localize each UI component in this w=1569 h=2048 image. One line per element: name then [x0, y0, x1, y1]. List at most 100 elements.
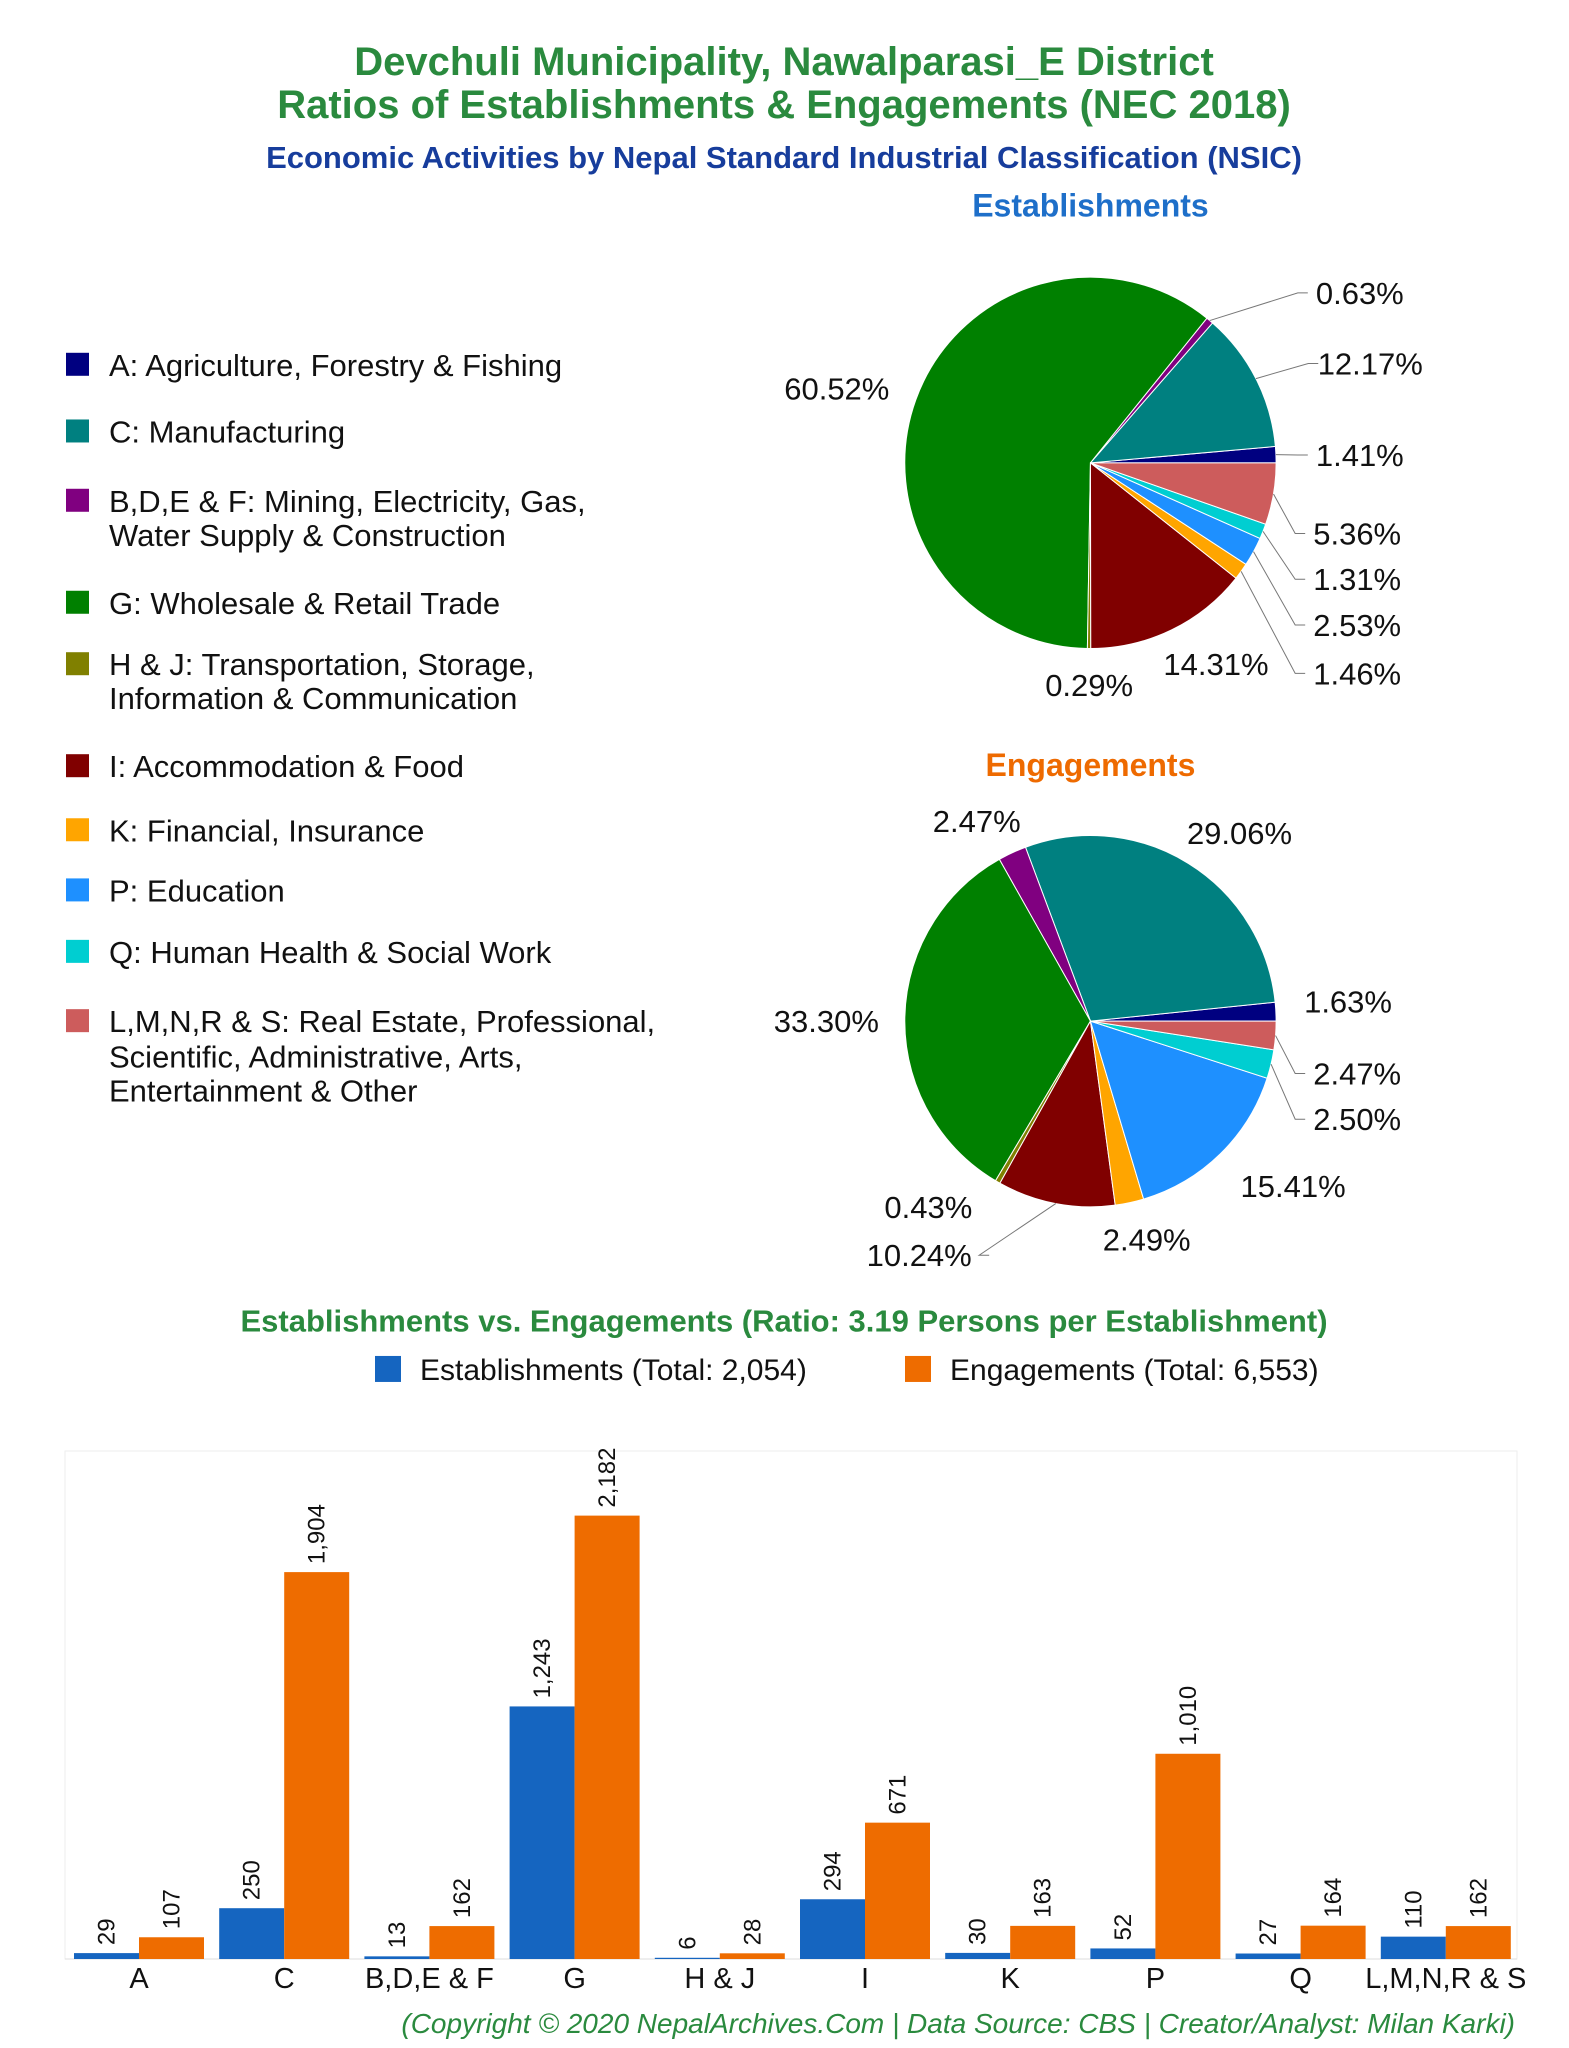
bar	[364, 1956, 430, 1959]
bar-value-label: 2,182	[594, 1448, 621, 1508]
bar	[284, 1572, 350, 1959]
legend-swatch	[66, 419, 89, 443]
pie-label: 2.47%	[1313, 1056, 1401, 1091]
legend-swatch	[66, 818, 89, 842]
pie-slice	[999, 1019, 1116, 1208]
pie-slice	[1089, 461, 1237, 650]
bar	[1090, 1948, 1156, 1959]
bar-value-label: 52	[1110, 1914, 1137, 1941]
pie-label: 10.24%	[867, 1238, 972, 1273]
pie-slice	[904, 276, 1208, 650]
bar	[139, 1937, 204, 1959]
pie-title: Engagements	[986, 747, 1196, 783]
bar-chart-title: Establishments vs. Engagements (Ratio: 3…	[240, 1304, 1327, 1339]
legend-item: C: Manufacturing	[66, 414, 345, 449]
bar	[800, 1899, 865, 1959]
x-tick-label: B,D,E & F	[365, 1963, 494, 1995]
pie-slice	[1089, 322, 1276, 464]
bar	[945, 1952, 1011, 1959]
pie-label: 60.52%	[784, 371, 889, 406]
bar-value-label: 6	[674, 1936, 701, 1949]
bar	[1445, 1926, 1511, 1959]
x-tick-label: K	[1001, 1963, 1021, 1995]
pie-label: 2.53%	[1313, 608, 1401, 643]
pie-label: 5.36%	[1313, 516, 1401, 551]
bar	[1300, 1925, 1366, 1959]
x-tick-label: H & J	[684, 1963, 755, 1995]
bar-value-label: 30	[965, 1918, 992, 1945]
bar	[574, 1515, 640, 1959]
leader-line	[1270, 1063, 1306, 1120]
legend-swatch	[66, 1009, 89, 1033]
pie-label: 0.63%	[1316, 276, 1404, 311]
bar-legend-label: Engagements (Total: 6,553)	[950, 1354, 1319, 1387]
legend-label: I: Accommodation & Food	[109, 749, 464, 784]
bar-value-label: 1,243	[529, 1638, 556, 1698]
bar-chart: Establishments vs. Engagements (Ratio: 3…	[64, 1304, 1526, 1995]
legend-label: B,D,E & F: Mining, Electricity, Gas,	[109, 484, 586, 519]
bar-legend-item: Establishments (Total: 2,054)	[375, 1354, 807, 1387]
legend-label: G: Wholesale & Retail Trade	[109, 586, 500, 621]
pie-label: 1.46%	[1313, 656, 1401, 691]
establishments-pie: Establishments 1.41% 12.17% 0.63% 60.52% 0.29…	[784, 187, 1423, 703]
legend-label: Scientific, Administrative, Arts,	[109, 1039, 522, 1074]
pie-slice	[1024, 834, 1276, 1022]
pie-label: 33.30%	[774, 1004, 879, 1039]
x-tick-label: L,M,N,R & S	[1365, 1963, 1526, 1995]
legend-item: B,D,E & F: Mining, Electricity, Gas,Wate…	[66, 484, 586, 553]
bar	[219, 1908, 285, 1959]
bar	[429, 1926, 495, 1959]
legend-label: Information & Communication	[109, 681, 517, 716]
bar	[509, 1706, 575, 1959]
bar-value-label: 13	[384, 1922, 411, 1949]
legend-item: L,M,N,R & S: Real Estate, Professional,S…	[66, 1004, 655, 1108]
legend-item: I: Accommodation & Food	[66, 749, 464, 784]
x-tick-label: A	[129, 1963, 149, 1995]
leader-line	[977, 1203, 1057, 1256]
legend-item: Q: Human Health & Social Work	[66, 935, 552, 970]
bar	[1380, 1936, 1446, 1959]
legend-item: K: Financial, Insurance	[66, 813, 424, 848]
x-tick-label: G	[563, 1963, 586, 1995]
pie-label: 12.17%	[1318, 346, 1423, 381]
pie-label: 29.06%	[1187, 816, 1292, 851]
legend-label: K: Financial, Insurance	[109, 813, 424, 848]
legend-label: Entertainment & Other	[109, 1073, 417, 1108]
bar-value-label: 1,904	[304, 1504, 331, 1564]
pie-slice	[904, 858, 1092, 1182]
copyright: (Copyright © 2020 NepalArchives.Com | Da…	[401, 2008, 1515, 2039]
leader-line	[1240, 571, 1306, 674]
subtitle: Economic Activities by Nepal Standard In…	[266, 140, 1302, 175]
title-line-1: Devchuli Municipality, Nawalparasi_E Dis…	[354, 40, 1214, 84]
bar-value-label: 163	[1030, 1878, 1057, 1918]
bar-value-label: 29	[94, 1918, 121, 1945]
bar	[74, 1953, 139, 1959]
x-tick-label: I	[861, 1963, 869, 1995]
leader-line	[1255, 362, 1319, 380]
pie-label: 1.31%	[1313, 562, 1401, 597]
bar	[1010, 1925, 1076, 1959]
pie-charts: Establishments 1.41% 12.17% 0.63% 60.52% 0.29…	[774, 187, 1423, 1273]
legend-item: A: Agriculture, Forestry & Fishing	[66, 348, 562, 383]
bar	[1155, 1753, 1221, 1959]
bar	[719, 1953, 785, 1959]
bar-value-label: 162	[449, 1878, 476, 1918]
legend-swatch	[66, 754, 89, 778]
pie-slice	[1089, 1020, 1268, 1200]
leader-line	[1262, 531, 1306, 580]
bar	[1235, 1953, 1301, 1959]
pie-label: 0.43%	[884, 1190, 972, 1225]
bar-legend-swatch	[905, 1355, 931, 1382]
legend-swatch	[66, 652, 89, 676]
pie-label: 2.49%	[1103, 1223, 1191, 1258]
legend-swatch	[66, 352, 89, 376]
legend: A: Agriculture, Forestry & Fishing C: Man…	[66, 348, 655, 1108]
bar-legend-item: Engagements (Total: 6,553)	[905, 1354, 1319, 1387]
bar-value-label: 294	[820, 1851, 847, 1891]
plot-area	[64, 1450, 1518, 1960]
pie-title: Establishments	[972, 187, 1209, 223]
legend-label: A: Agriculture, Forestry & Fishing	[109, 348, 562, 383]
bar	[865, 1822, 930, 1959]
